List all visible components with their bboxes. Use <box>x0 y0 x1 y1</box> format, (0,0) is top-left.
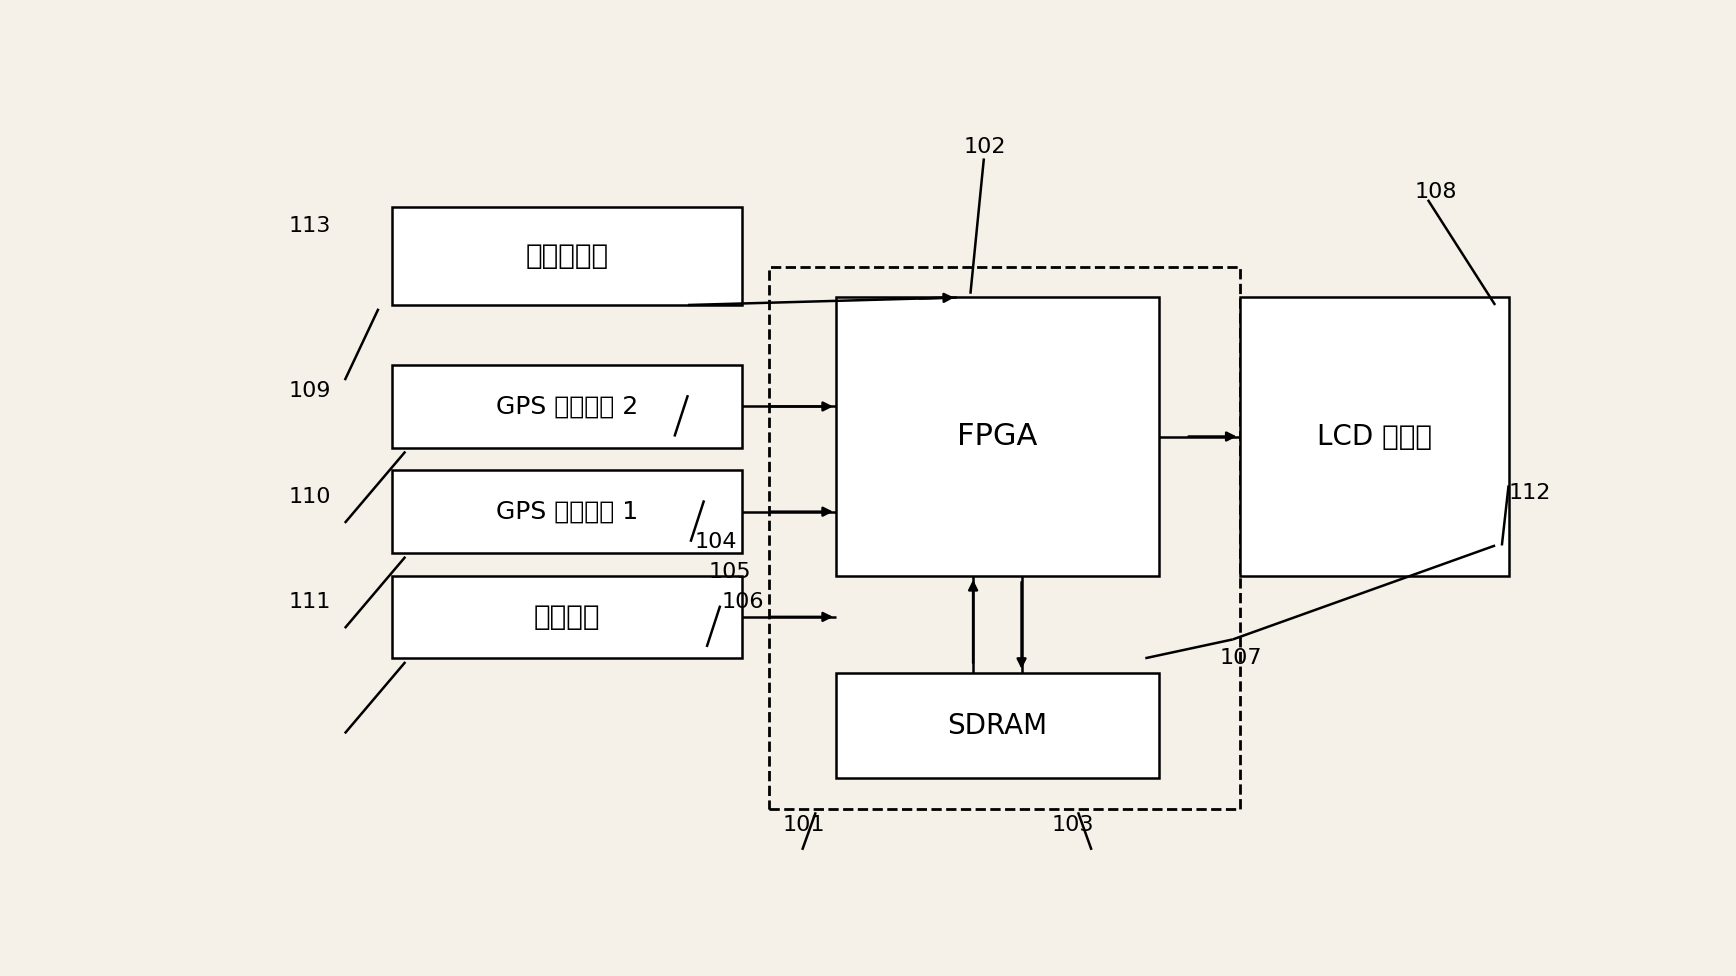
Text: GPS 处理模块 1: GPS 处理模块 1 <box>496 500 637 524</box>
Text: FPGA: FPGA <box>957 422 1038 451</box>
Text: 110: 110 <box>288 487 332 507</box>
Text: 101: 101 <box>781 815 825 835</box>
Text: 104: 104 <box>694 532 738 551</box>
FancyBboxPatch shape <box>392 470 741 553</box>
FancyBboxPatch shape <box>837 298 1160 576</box>
Text: GPS 处理模块 2: GPS 处理模块 2 <box>496 394 637 419</box>
FancyBboxPatch shape <box>392 207 741 305</box>
FancyBboxPatch shape <box>1240 298 1509 576</box>
Text: LCD 显示屏: LCD 显示屏 <box>1316 423 1432 451</box>
FancyBboxPatch shape <box>392 365 741 448</box>
Text: 111: 111 <box>288 591 332 612</box>
Text: 中央处理器: 中央处理器 <box>526 242 608 270</box>
Text: 105: 105 <box>708 562 750 582</box>
FancyBboxPatch shape <box>392 576 741 658</box>
Text: 106: 106 <box>722 591 764 612</box>
Text: 103: 103 <box>1052 815 1094 835</box>
Text: 109: 109 <box>288 382 332 401</box>
Text: 113: 113 <box>288 216 332 236</box>
Text: 108: 108 <box>1415 183 1457 202</box>
Text: SDRAM: SDRAM <box>948 712 1047 740</box>
Text: 112: 112 <box>1509 483 1550 503</box>
FancyBboxPatch shape <box>837 673 1160 779</box>
Text: 102: 102 <box>963 138 1007 157</box>
Text: 视频设备: 视频设备 <box>533 603 601 630</box>
Text: 107: 107 <box>1219 648 1262 669</box>
